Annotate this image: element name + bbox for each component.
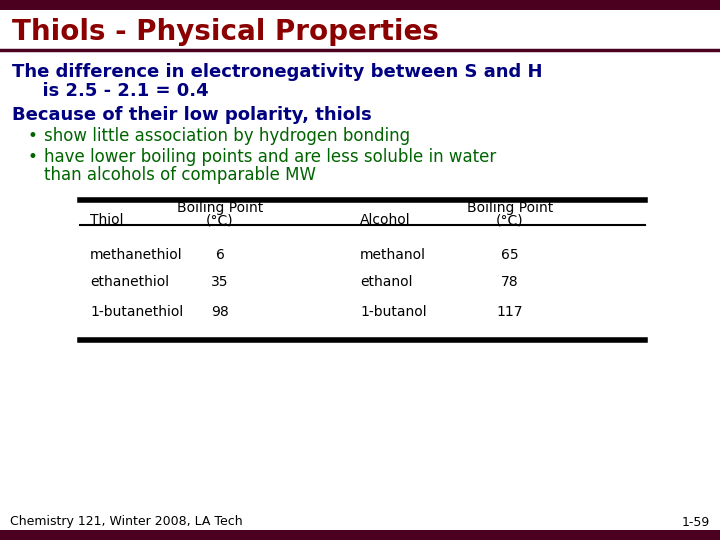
Text: Thiols - Physical Properties: Thiols - Physical Properties <box>12 18 439 46</box>
Text: 117: 117 <box>497 305 523 319</box>
Text: •: • <box>28 148 38 166</box>
Text: •: • <box>28 127 38 145</box>
Text: (°C): (°C) <box>496 213 524 227</box>
Text: (°C): (°C) <box>206 213 234 227</box>
Text: 1-59: 1-59 <box>682 516 710 529</box>
Bar <box>0 530 720 540</box>
Text: 35: 35 <box>211 275 229 289</box>
Text: Boiling Point: Boiling Point <box>177 201 263 215</box>
Text: Thiol: Thiol <box>90 213 124 227</box>
Text: ethanethiol: ethanethiol <box>90 275 169 289</box>
Bar <box>0 0 720 10</box>
Text: show little association by hydrogen bonding: show little association by hydrogen bond… <box>44 127 410 145</box>
Text: The difference in electronegativity between S and H: The difference in electronegativity betw… <box>12 63 542 81</box>
Text: 98: 98 <box>211 305 229 319</box>
Text: Because of their low polarity, thiols: Because of their low polarity, thiols <box>12 106 372 124</box>
Text: Boiling Point: Boiling Point <box>467 201 553 215</box>
Text: methanol: methanol <box>360 248 426 262</box>
Text: is 2.5 - 2.1 = 0.4: is 2.5 - 2.1 = 0.4 <box>30 82 209 100</box>
Text: methanethiol: methanethiol <box>90 248 183 262</box>
Text: 78: 78 <box>501 275 519 289</box>
Text: Chemistry 121, Winter 2008, LA Tech: Chemistry 121, Winter 2008, LA Tech <box>10 516 243 529</box>
Text: Alcohol: Alcohol <box>360 213 410 227</box>
Text: 1-butanol: 1-butanol <box>360 305 427 319</box>
Text: ethanol: ethanol <box>360 275 413 289</box>
Text: have lower boiling points and are less soluble in water: have lower boiling points and are less s… <box>44 148 496 166</box>
Text: 1-butanethiol: 1-butanethiol <box>90 305 184 319</box>
Text: 65: 65 <box>501 248 519 262</box>
Text: than alcohols of comparable MW: than alcohols of comparable MW <box>44 166 316 184</box>
Text: 6: 6 <box>215 248 225 262</box>
